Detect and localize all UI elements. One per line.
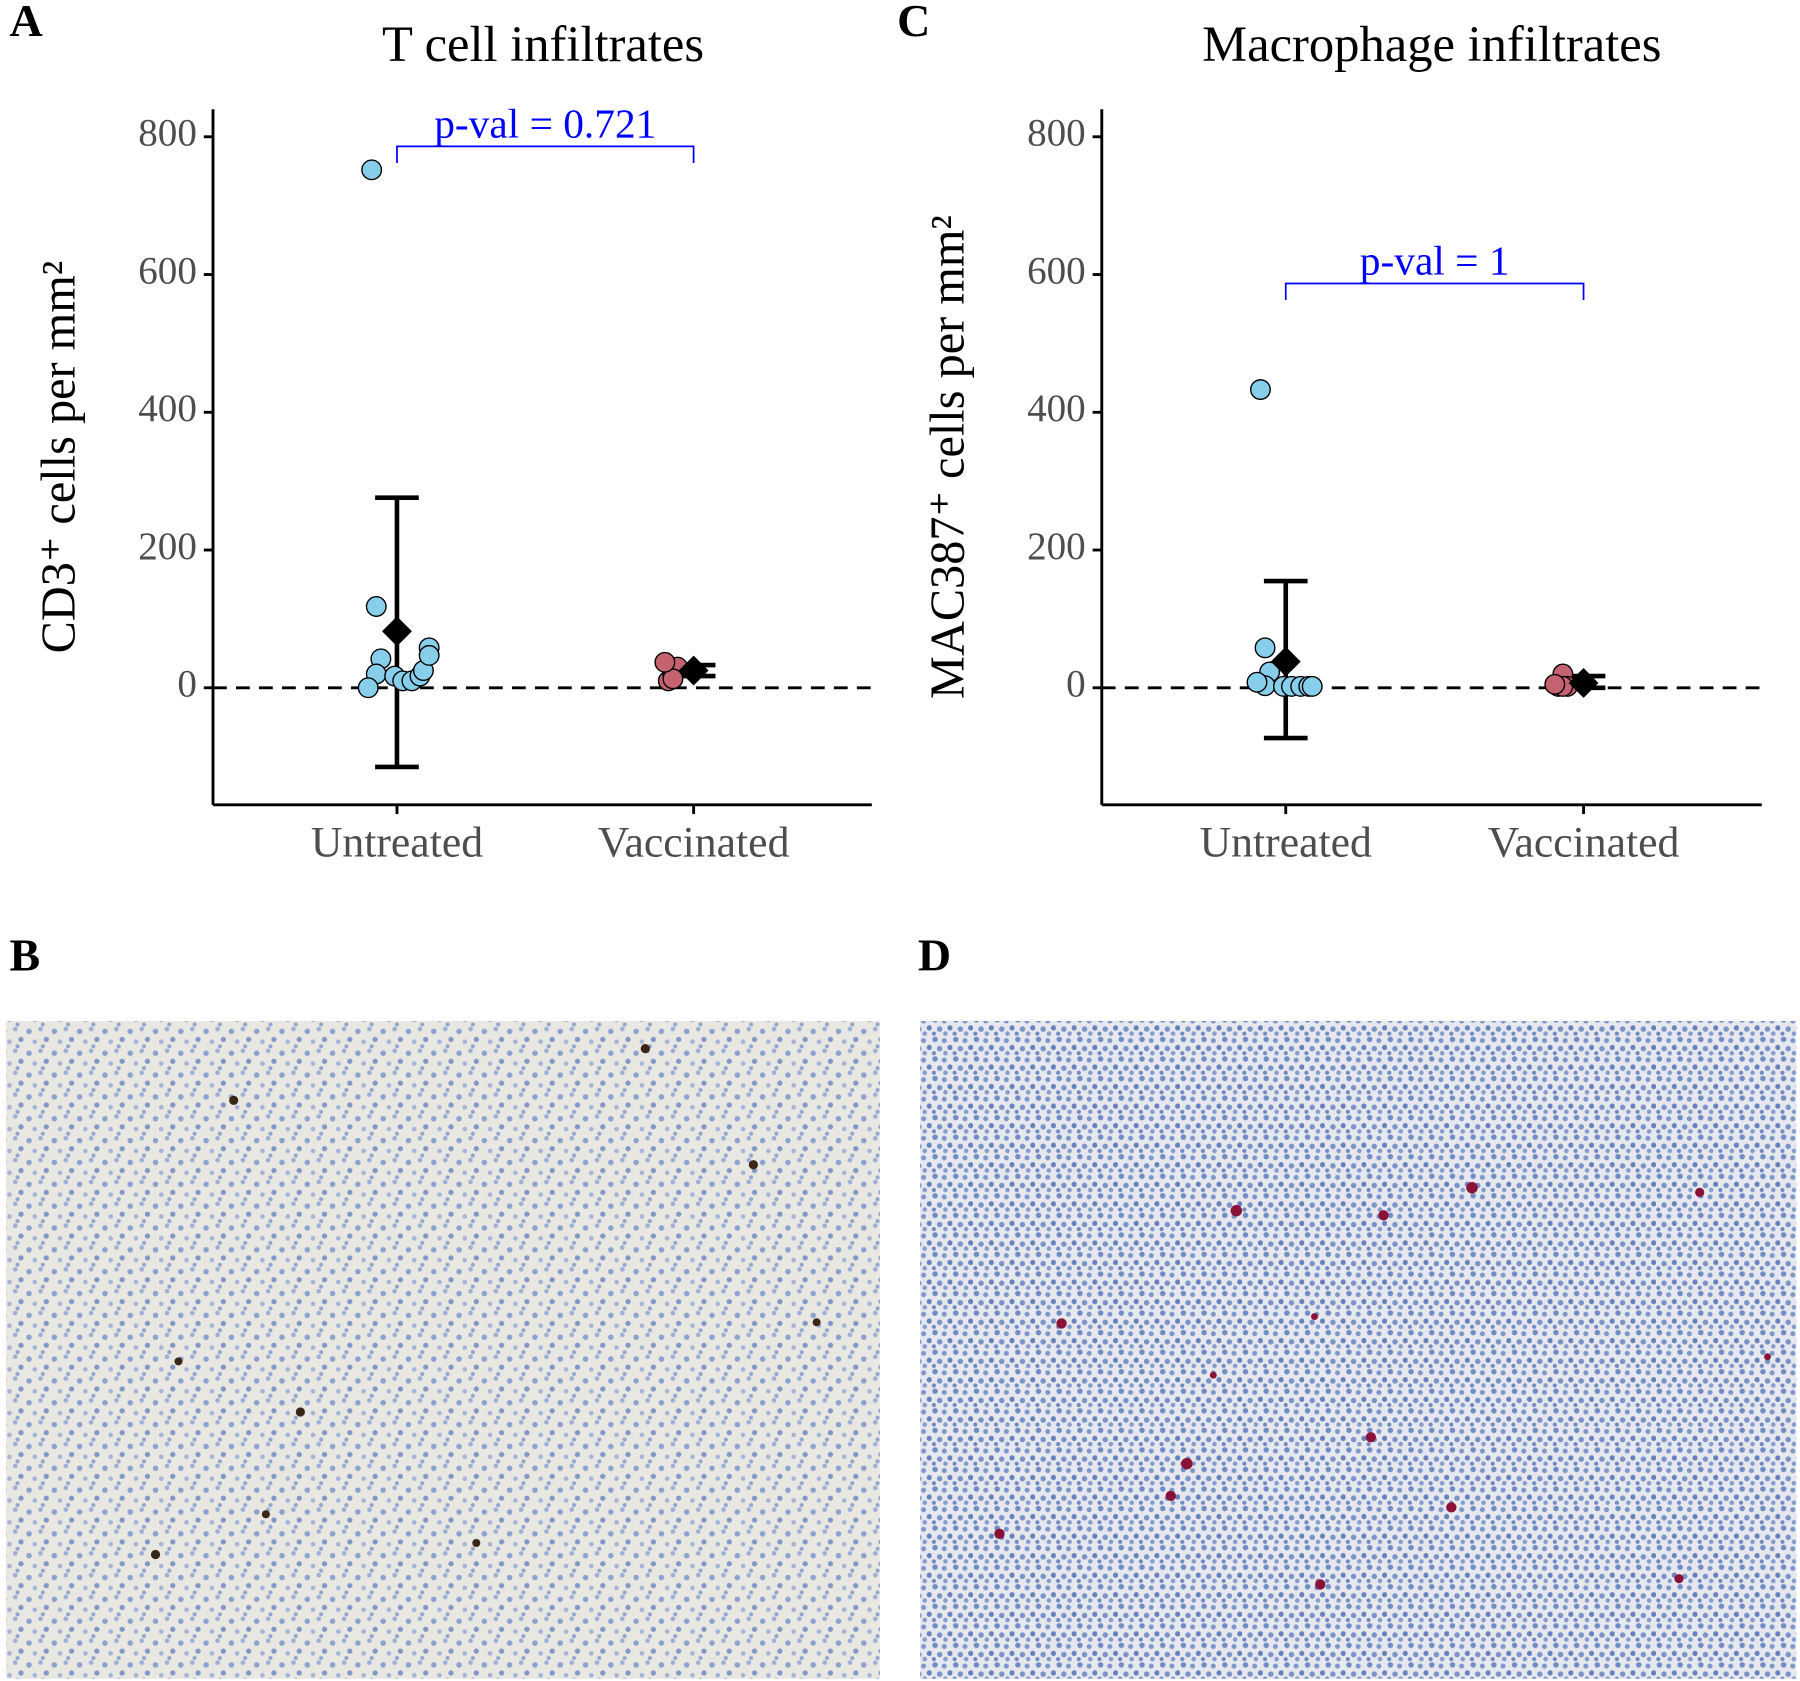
y-tick-label: 400 [1027,387,1086,430]
micrograph-b [6,1021,880,1679]
data-point [1246,671,1268,693]
significance-bracket [1284,282,1585,301]
y-axis-label: MAC387⁺ cells per mm² [921,215,974,699]
data-point [1301,675,1323,697]
data-point [365,596,387,617]
data-point [1249,379,1271,401]
y-tick-label: 0 [177,663,197,706]
data-point [1544,673,1566,695]
y-tick-label: 200 [138,525,197,568]
data-point [662,668,684,690]
y-tick-label: 600 [138,249,197,292]
p-value-label: p-val = 1 [1360,238,1510,284]
mean-marker [1270,646,1301,677]
data-point [357,677,379,699]
panel-label: A [9,0,42,46]
significance-bracket [396,145,695,163]
y-tick-label: 0 [1066,663,1086,706]
x-tick-label: Untreated [311,818,483,866]
data-point [1254,637,1276,659]
chart-title: Macrophage infiltrates [1202,16,1661,72]
micrograph-d [920,1021,1797,1679]
panel-label: B [9,930,40,981]
panel-label: C [897,0,930,46]
y-axis-label: CD3⁺ cells per mm² [33,261,86,654]
chart-title: T cell infiltrates [382,16,704,72]
y-tick-label: 800 [138,112,197,155]
data-point [418,644,440,666]
mean-marker [1568,668,1599,698]
y-tick-label: 200 [1027,525,1086,568]
data-point [361,159,383,181]
panel-label: D [918,930,951,981]
x-tick-label: Vaccinated [598,818,790,866]
mean-marker [678,655,709,686]
p-value-label: p-val = 0.721 [434,101,656,147]
mean-marker [382,616,412,647]
y-tick-label: 800 [1027,112,1086,155]
data-point [654,651,676,673]
y-tick-label: 400 [138,387,197,430]
y-tick-label: 600 [1027,249,1086,292]
x-tick-label: Untreated [1200,818,1372,866]
x-tick-label: Vaccinated [1488,818,1680,866]
